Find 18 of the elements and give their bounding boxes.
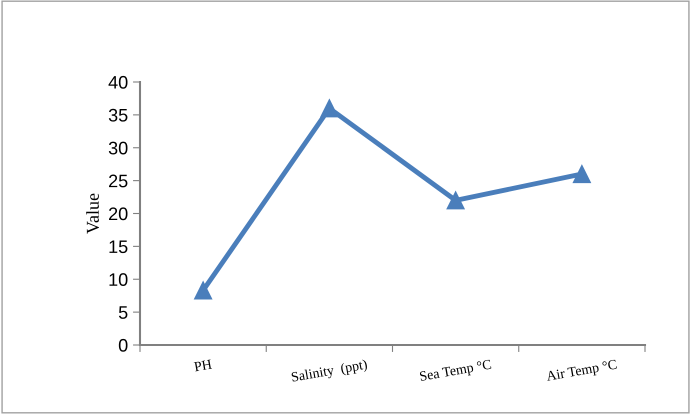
point bbox=[320, 99, 338, 118]
point bbox=[446, 191, 465, 210]
x-tick-label: Sea Temp °C bbox=[420, 359, 492, 384]
y-tick-label: 5 bbox=[118, 306, 128, 319]
y-tick-label: 10 bbox=[109, 273, 128, 286]
y-tick-label: 15 bbox=[109, 240, 128, 254]
x-tick-label: Salinity (ppt) bbox=[291, 358, 368, 385]
y-tick-label: 35 bbox=[108, 108, 128, 122]
y-tick-label: 25 bbox=[109, 174, 128, 188]
y-tick-label: 40 bbox=[108, 76, 128, 89]
y-axis-title: Value bbox=[86, 194, 99, 234]
point bbox=[194, 281, 212, 300]
point bbox=[572, 165, 591, 184]
x-tick-label: Air Temp °C bbox=[546, 359, 618, 384]
y-tick-label: 30 bbox=[108, 142, 128, 154]
x-tick-label: PH bbox=[194, 359, 212, 372]
y-tick-label: 20 bbox=[109, 207, 128, 220]
y-tick-label: 0 bbox=[118, 338, 128, 352]
